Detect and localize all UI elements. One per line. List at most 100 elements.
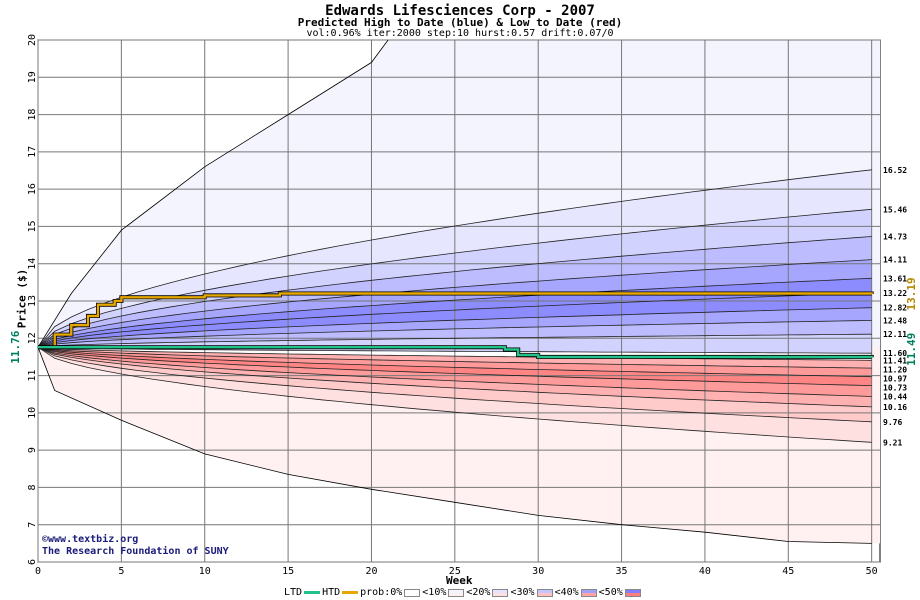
y-tick-label: 12 [27, 332, 38, 344]
level-label-low: 11.20 [883, 365, 907, 374]
contour-line [37, 346, 872, 354]
y-tick-label: 11 [27, 370, 38, 382]
contour-line [37, 259, 872, 348]
prob-band-low [38, 347, 872, 422]
x-tick-label: 0 [35, 566, 41, 577]
legend-ltd-label: LTD [284, 587, 303, 598]
x-tick-label: 10 [199, 566, 211, 577]
contour-line [37, 277, 872, 348]
y-tick-label: 7 [27, 522, 38, 528]
contour-line [37, 333, 872, 348]
contour-line [37, 292, 872, 348]
contour-line [37, 169, 872, 348]
y-tick-label: 18 [27, 109, 38, 121]
y-tick-label: 20 [27, 34, 38, 46]
level-label-high: 13.61 [883, 274, 907, 283]
y-tick-label: 14 [27, 258, 38, 270]
htd-end-label: 13.19 [905, 277, 918, 310]
legend-swatch-20 [492, 588, 509, 597]
contour-line [37, 307, 872, 348]
x-axis-label: Week [446, 574, 473, 587]
legend-lt10-label: <10% [422, 587, 447, 598]
ltd-end-label: 11.49 [905, 333, 918, 366]
level-label-high: 13.22 [883, 289, 907, 298]
y-tick-label: 16 [27, 183, 38, 195]
low-envelope-line [37, 347, 872, 544]
y-tick-label: 13 [27, 295, 38, 307]
prob-band-low [38, 347, 872, 443]
prob-band-high [38, 259, 872, 348]
level-label-low: 10.44 [883, 392, 907, 401]
level-label-high: 14.11 [883, 256, 907, 265]
prob-band-high [38, 278, 872, 348]
x-tick-label: 30 [532, 566, 544, 577]
legend-lt30-label: <30% [510, 587, 535, 598]
legend-ltd-swatch [304, 591, 321, 594]
y-tick-label: 10 [27, 407, 38, 419]
prob-band-high [38, 209, 872, 348]
credit-block: ©www.textbiz.org The Research Foundation… [42, 534, 229, 558]
x-tick-label: 5 [118, 566, 124, 577]
legend-prob-label: prob:0% [360, 587, 403, 598]
x-tick-label: 35 [616, 566, 628, 577]
credit-org: The Research Foundation of SUNY [42, 546, 229, 557]
level-label-low: 11.41 [883, 356, 907, 365]
chart-subtitle: Predicted High to Date (blue) & Low to D… [297, 16, 623, 29]
legend-htd-label: HTD [322, 587, 341, 598]
x-tick-label: 50 [866, 566, 878, 577]
y-tick-label: 9 [27, 447, 38, 453]
simulation-params: vol:0.96% iter:2000 step:10 hurst:0.57 d… [306, 28, 614, 39]
level-label-low: 10.73 [883, 383, 907, 392]
level-label-high: 12.48 [883, 316, 907, 325]
contour-line [37, 346, 872, 386]
contour-line [37, 346, 872, 369]
high-envelope-line [37, 39, 389, 348]
level-label-low: 10.97 [883, 374, 907, 383]
level-label-low: 9.76 [883, 418, 902, 427]
legend-swatch-50 [624, 588, 641, 597]
contour-line [37, 346, 872, 443]
x-tick-label: 15 [282, 566, 294, 577]
chart-title: Edwards Lifesciences Corp - 2007 [325, 3, 595, 19]
level-label-low: 10.16 [883, 403, 907, 412]
y-tick-label: 8 [27, 484, 38, 490]
contour-line [37, 346, 872, 361]
contour-line [37, 346, 872, 397]
y-axis-label: Price ($) [15, 268, 29, 329]
legend-lt20-label: <20% [466, 587, 491, 598]
x-tick-label: 25 [449, 566, 461, 577]
contour-line [37, 346, 872, 378]
legend-swatch-30 [536, 588, 553, 597]
ltd-line [38, 346, 873, 359]
y-tick-label: 6 [27, 559, 38, 565]
legend-htd-swatch [342, 591, 359, 594]
legend-lt40-label: <40% [554, 587, 579, 598]
contour-line [37, 346, 872, 423]
x-tick-label: 40 [699, 566, 711, 577]
level-label-high: 15.46 [883, 205, 907, 214]
level-label-high: 14.73 [883, 232, 907, 241]
legend: LTD HTD prob:0% <10% <20% <30% <40% <50% [284, 587, 641, 598]
level-label-high: 12.82 [883, 304, 907, 313]
level-label-low: 9.21 [883, 438, 902, 447]
legend-lt50-label: <50% [598, 587, 623, 598]
level-label-high: 12.11 [883, 330, 907, 339]
y-tick-label: 17 [27, 146, 38, 158]
legend-swatch-40 [580, 588, 597, 597]
prob-band-low [38, 347, 872, 397]
legend-swatch-0 [404, 588, 421, 597]
level-label-high: 11.60 [883, 349, 907, 358]
contour-line [37, 320, 872, 348]
credit-url: ©www.textbiz.org [42, 534, 139, 545]
level-label-high: 16.52 [883, 166, 907, 175]
htd-line [38, 292, 873, 349]
prob-band-high [38, 169, 872, 348]
legend-swatch-10 [448, 588, 465, 597]
x-tick-label: 20 [365, 566, 377, 577]
start-price-label: 11.76 [9, 330, 22, 363]
prob-band-low [38, 347, 872, 407]
y-tick-label: 19 [27, 71, 38, 83]
x-tick-label: 45 [782, 566, 794, 577]
